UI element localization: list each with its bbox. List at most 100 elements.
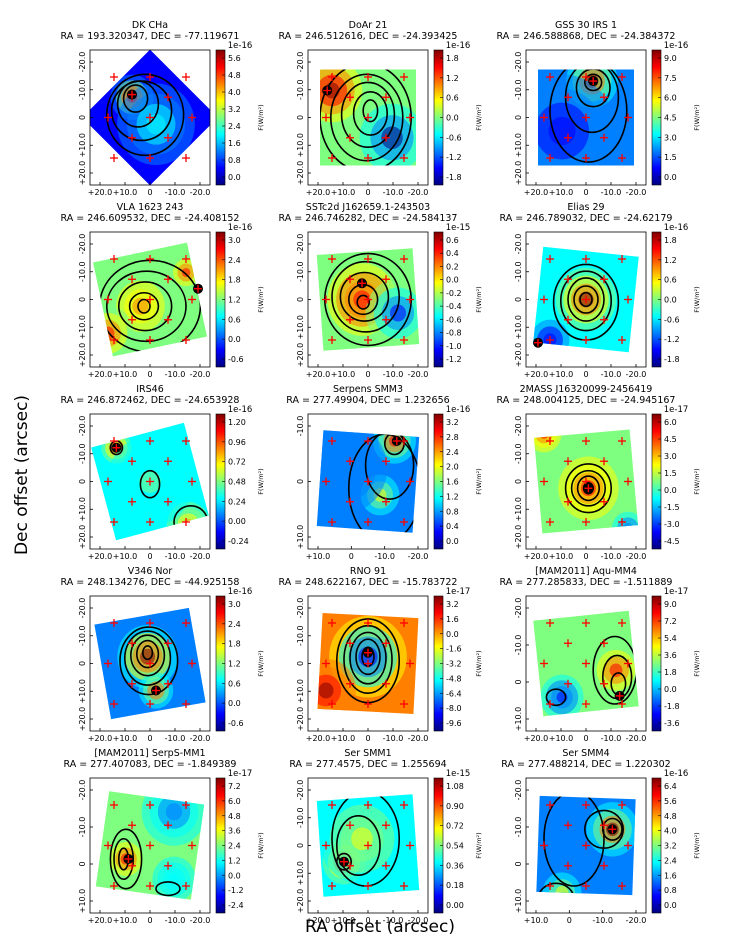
x-tick-label: 0 (147, 552, 152, 561)
colorbar-exponent: 1e-17 (664, 587, 689, 597)
colorbar-tick-label: -0.4 (446, 302, 462, 311)
spaxel-marker (146, 113, 154, 122)
spaxel-marker (164, 861, 172, 870)
heatmap-blob (146, 114, 166, 135)
colorbar-tick-label: 0.0 (228, 173, 241, 182)
heatmap-blob (95, 319, 121, 347)
x-tick-label: -20.0 (190, 916, 211, 925)
heatmap-blob (389, 304, 407, 322)
colorbar-tick-label: 4.8 (228, 71, 241, 80)
x-tick-label: 0 (583, 552, 588, 561)
x-tick-label: +10.0 (113, 916, 138, 925)
panel: GSS 30 IRS 1RA = 246.588868, DEC = -24.3… (497, 20, 701, 197)
spaxel-marker (328, 700, 336, 708)
spaxel-marker (600, 821, 608, 830)
x-tick-label: -10.0 (592, 916, 613, 925)
spaxel-marker (182, 801, 190, 809)
contour-line (564, 463, 613, 514)
colorbar-tick-label: 0.8 (664, 886, 677, 895)
spaxel-marker (582, 700, 590, 708)
heatmap-blob (132, 297, 149, 315)
panel-title: Ser SMM1 (344, 748, 391, 759)
panel-coords: RA = 277.49904, DEC = 1.232656 (286, 395, 449, 406)
x-tick-label: 0 (583, 188, 588, 197)
spaxel-marker (400, 154, 408, 162)
x-tick-label: +10.0 (331, 370, 356, 379)
colorbar-label: F(W/m²) (693, 832, 701, 858)
spaxel-marker (188, 113, 196, 122)
spaxel-marker (624, 295, 632, 304)
colorbar-tick-label: 4.5 (664, 114, 677, 123)
spaxel-marker (364, 73, 372, 81)
colorbar-tick-label: -1.8 (664, 702, 680, 711)
x-tick-label: 0 (365, 188, 370, 197)
colorbar-tick-label: 1.20 (228, 418, 246, 427)
colorbar-tick-label: -4.5 (664, 537, 680, 546)
spaxel-marker (400, 882, 408, 890)
x-tick-label: +10.0 (331, 916, 356, 925)
spaxel-marker (328, 518, 336, 526)
contour-line (136, 639, 160, 669)
spaxel-marker (406, 295, 414, 304)
colorbar-exponent: 1e-17 (446, 587, 471, 597)
x-tick-label: -10.0 (601, 734, 622, 743)
x-tick-label: -10.0 (374, 552, 395, 561)
y-tick-label: -10.0 (78, 79, 87, 100)
panel-title: [MAM2011] Aqu-MM4 (535, 566, 637, 577)
colorbar-tick-label: 1.8 (228, 640, 241, 649)
colorbar-tick-label: 0.54 (446, 842, 464, 851)
colorbar-tick-label: -0.2 (446, 289, 462, 298)
panel-title: DoAr 21 (349, 20, 388, 31)
panel-coords: RA = 246.789032, DEC = -24.62179 (500, 213, 673, 224)
spaxel-marker (182, 619, 190, 627)
spaxel-marker (104, 295, 112, 304)
spaxel-marker (188, 477, 196, 486)
spaxel-marker (618, 619, 626, 627)
y-tick-label: +20.0 (78, 707, 87, 732)
y-tick-label: -10.0 (514, 79, 523, 100)
colorbar-tick-label: -9.6 (446, 719, 462, 728)
colorbar-tick-label: 2.4 (228, 122, 241, 131)
spaxel-marker (188, 295, 196, 304)
colorbar-label: F(W/m²) (693, 650, 701, 676)
contour-line (142, 645, 154, 661)
spaxel-marker (146, 295, 154, 304)
spaxel-marker (146, 659, 154, 668)
colorbar-tick-label: 0.0 (446, 630, 459, 639)
panel-coords: RA = 246.512616, DEC = -24.393425 (279, 31, 458, 42)
x-tick-label: -20.0 (626, 188, 647, 197)
spaxel-marker (128, 315, 136, 324)
spaxel-marker (600, 315, 608, 324)
x-tick-label: -10.0 (601, 188, 622, 197)
colorbar-tick-label: 3.2 (228, 105, 241, 114)
y-tick-label: -10.0 (296, 79, 305, 100)
colorbar-tick-label: -1.2 (446, 355, 462, 364)
spaxel-marker (546, 154, 554, 162)
spaxel-marker (328, 154, 336, 162)
spaxel-marker (104, 113, 112, 122)
y-tick-label: -10.0 (296, 807, 305, 828)
x-tick-label: +20.0 (524, 734, 549, 743)
spaxel-marker (582, 113, 590, 122)
y-tick-label: +20.0 (78, 161, 87, 186)
colorbar-tick-label: 4.8 (664, 812, 677, 821)
colorbar-tick-label: 0.48 (228, 478, 246, 487)
spaxel-marker (382, 275, 390, 284)
spaxel-marker (110, 336, 118, 344)
spaxel-marker (164, 457, 172, 466)
heatmap-blob (533, 429, 557, 448)
spaxel-marker (600, 679, 608, 688)
spaxel-marker (600, 861, 608, 870)
spaxel-marker (146, 336, 154, 344)
colorbar-tick-label: 4.0 (664, 827, 677, 836)
spaxel-marker (564, 315, 572, 324)
y-tick-label: +20.0 (514, 525, 523, 550)
spaxel-marker (546, 437, 554, 445)
colorbar-tick-label: 1.6 (664, 871, 677, 880)
panel-title: Serpens SMM3 (333, 384, 403, 395)
spaxel-marker (582, 518, 590, 526)
heatmap-blob (617, 517, 639, 534)
x-tick-label: +20.0 (306, 370, 331, 379)
y-tick-label: +10.0 (296, 133, 305, 158)
